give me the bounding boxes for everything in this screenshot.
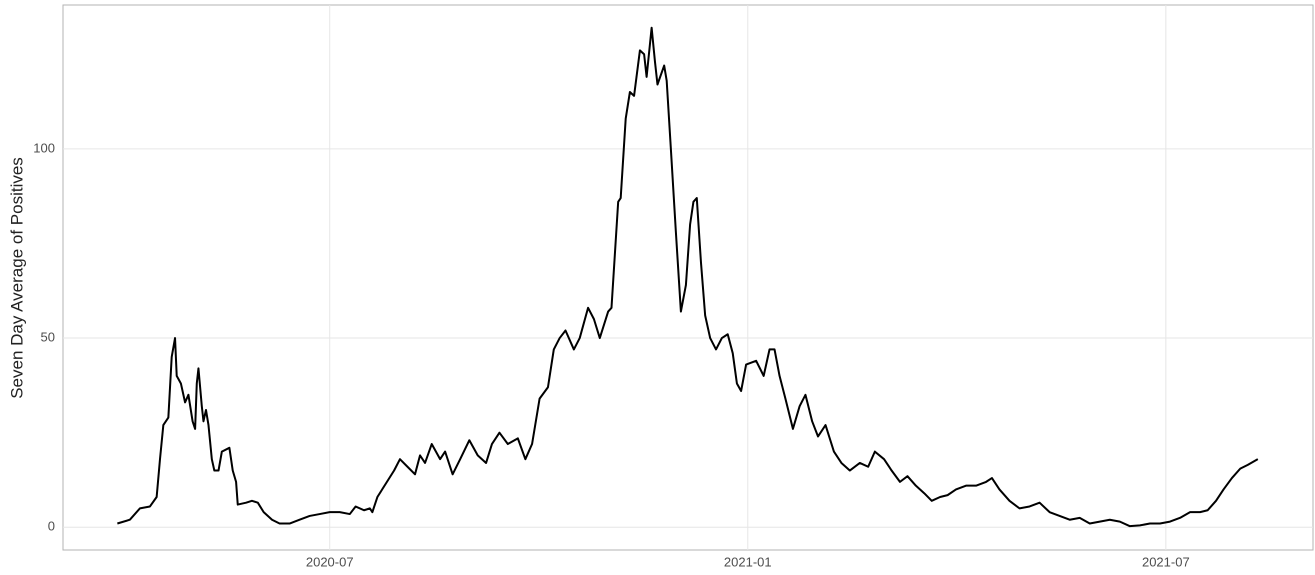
- panel-border: [62, 4, 1314, 551]
- x-tick-label: 2020-07: [306, 554, 354, 569]
- y-tick-label: 50: [41, 329, 55, 344]
- y-axis-label: Seven Day Average of Positives: [7, 157, 26, 399]
- y-tick-label: 100: [33, 140, 55, 155]
- x-tick-label: 2021-01: [724, 554, 772, 569]
- x-tick-label: 2021-07: [1142, 554, 1190, 569]
- line: [117, 26, 1259, 528]
- y-tick-label: 0: [48, 519, 55, 534]
